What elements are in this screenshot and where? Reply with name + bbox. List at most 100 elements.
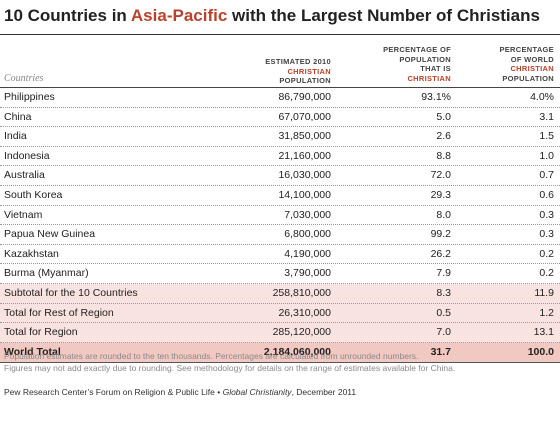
header-percent-line4: CHRISTIAN bbox=[407, 73, 451, 83]
cell-percent-world: 1.2 bbox=[539, 306, 554, 319]
cell-population: 21,160,000 bbox=[278, 149, 331, 162]
cell-percent-christian: 29.3 bbox=[430, 188, 451, 201]
cell-percent-christian: 5.0 bbox=[436, 110, 451, 123]
header-world-line1: PERCENTAGE bbox=[499, 45, 554, 54]
cell-population: 2,184,060,000 bbox=[263, 345, 331, 358]
cell-country: Papua New Guinea bbox=[4, 228, 96, 241]
cell-country: Australia bbox=[4, 169, 45, 182]
cell-country: China bbox=[4, 110, 32, 123]
cell-percent-world: 0.3 bbox=[539, 228, 554, 241]
cell-country: India bbox=[4, 130, 27, 143]
cell-percent-christian: 26.2 bbox=[430, 247, 451, 260]
table-row: India 31,850,000 2.6 1.5 bbox=[0, 127, 560, 147]
cell-country: Vietnam bbox=[4, 208, 43, 221]
header-world-line3: CHRISTIAN bbox=[510, 64, 554, 73]
header-percent-line3: THAT IS bbox=[420, 64, 451, 73]
source-org: Pew Research Center’s Forum on Religion … bbox=[4, 387, 223, 397]
table-row: Australia 16,030,000 72.0 0.7 bbox=[0, 166, 560, 186]
table-row: China 67,070,000 5.0 3.1 bbox=[0, 108, 560, 128]
cell-population: 26,310,000 bbox=[278, 306, 331, 319]
table-row: Kazakhstan 4,190,000 26.2 0.2 bbox=[0, 245, 560, 265]
cell-percent-christian: 0.5 bbox=[436, 306, 451, 319]
cell-percent-christian: 8.8 bbox=[436, 149, 451, 162]
table-row: Indonesia 21,160,000 8.8 1.0 bbox=[0, 147, 560, 167]
source-report: Global Christianity bbox=[222, 387, 292, 397]
cell-percent-christian: 7.9 bbox=[436, 267, 451, 280]
cell-percent-world: 0.2 bbox=[539, 267, 554, 280]
header-population-line3: POPULATION bbox=[279, 76, 331, 85]
table-row: Burma (Myanmar) 3,790,000 7.9 0.2 bbox=[0, 264, 560, 284]
table-row: South Korea 14,100,000 29.3 0.6 bbox=[0, 186, 560, 206]
header-world-line4: POPULATION bbox=[502, 73, 554, 83]
cell-percent-world: 0.6 bbox=[539, 188, 554, 201]
cell-population: 258,810,000 bbox=[272, 286, 331, 299]
table-row: Papua New Guinea 6,800,000 99.2 0.3 bbox=[0, 225, 560, 245]
cell-country: Subtotal for the 10 Countries bbox=[4, 286, 138, 299]
header-population-line1: ESTIMATED 2010 bbox=[265, 57, 331, 66]
header-world-line2: OF WORLD bbox=[510, 54, 554, 64]
table-body: Philippines 86,790,000 93.1% 4.0% China 67,07… bbox=[0, 88, 560, 363]
cell-percent-christian: 99.2 bbox=[430, 228, 451, 241]
cell-percent-world: 100.0 bbox=[527, 345, 554, 358]
header-countries: Countries bbox=[4, 73, 44, 84]
cell-country: Burma (Myanmar) bbox=[4, 267, 89, 280]
cell-population: 67,070,000 bbox=[278, 110, 331, 123]
cell-country: Indonesia bbox=[4, 149, 50, 162]
table-row: Philippines 86,790,000 93.1% 4.0% bbox=[0, 88, 560, 108]
subtotal-row: Total for Region 285,120,000 7.0 13.1 bbox=[0, 323, 560, 343]
cell-percent-christian: 8.3 bbox=[436, 286, 451, 299]
header-population-line2: CHRISTIAN bbox=[287, 66, 331, 76]
cell-country: Total for Region bbox=[4, 326, 78, 339]
cell-country: Total for Rest of Region bbox=[4, 306, 114, 319]
header-percent-world: PERCENTAGE OF WORLD CHRISTIAN POPULATION bbox=[499, 45, 554, 83]
cell-population: 3,790,000 bbox=[284, 267, 331, 280]
cell-population: 4,190,000 bbox=[284, 247, 331, 260]
cell-population: 31,850,000 bbox=[278, 130, 331, 143]
cell-percent-christian: 31.7 bbox=[430, 345, 451, 358]
footnotes: Population estimates are rounded to the … bbox=[4, 350, 556, 374]
world-total-row: World Total 2,184,060,000 31.7 100.0 bbox=[0, 342, 560, 363]
cell-percent-christian: 2.6 bbox=[436, 130, 451, 143]
title-divider bbox=[0, 34, 560, 35]
cell-percent-world: 1.0 bbox=[539, 149, 554, 162]
header-divider bbox=[0, 87, 560, 88]
cell-population: 285,120,000 bbox=[272, 326, 331, 339]
title-suffix: with the Largest Number of Christians bbox=[227, 6, 540, 25]
cell-population: 6,800,000 bbox=[284, 228, 331, 241]
cell-population: 86,790,000 bbox=[278, 91, 331, 103]
cell-country: World Total bbox=[4, 345, 61, 358]
header-population: ESTIMATED 2010 CHRISTIAN POPULATION bbox=[265, 57, 331, 86]
cell-percent-world: 0.3 bbox=[539, 208, 554, 221]
cell-country: Kazakhstan bbox=[4, 247, 59, 260]
title-prefix: 10 Countries in bbox=[4, 6, 131, 25]
header-percent-line1: PERCENTAGE OF bbox=[383, 45, 451, 54]
cell-country: South Korea bbox=[4, 188, 63, 201]
cell-percent-world: 4.0% bbox=[530, 91, 554, 103]
cell-percent-world: 1.5 bbox=[539, 130, 554, 143]
cell-percent-world: 13.1 bbox=[533, 326, 554, 339]
subtotal-row: Subtotal for the 10 Countries 258,810,000… bbox=[0, 283, 560, 304]
header-percent-christian: PERCENTAGE OF POPULATION THAT IS CHRISTI… bbox=[383, 45, 451, 83]
source-date: , December 2011 bbox=[291, 387, 357, 397]
cell-percent-world: 0.2 bbox=[539, 247, 554, 260]
cell-country: Philippines bbox=[4, 91, 55, 103]
source-credit: Pew Research Center’s Forum on Religion … bbox=[4, 387, 356, 397]
cell-population: 14,100,000 bbox=[278, 188, 331, 201]
cell-percent-world: 0.7 bbox=[539, 169, 554, 182]
cell-percent-world: 11.9 bbox=[534, 286, 554, 299]
cell-percent-christian: 72.0 bbox=[430, 169, 451, 182]
cell-percent-christian: 93.1% bbox=[421, 91, 451, 103]
cell-percent-world: 3.1 bbox=[539, 110, 554, 123]
cell-population: 16,030,000 bbox=[278, 169, 331, 182]
subtotal-row: Total for Rest of Region 26,310,000 0.5 1.2 bbox=[0, 303, 560, 324]
cell-population: 7,030,000 bbox=[284, 208, 331, 221]
cell-percent-christian: 8.0 bbox=[436, 208, 451, 221]
page-title: 10 Countries in Asia-Pacific with the La… bbox=[4, 6, 556, 26]
table-row: Vietnam 7,030,000 8.0 0.3 bbox=[0, 206, 560, 226]
title-highlight: Asia-Pacific bbox=[130, 6, 228, 25]
header-percent-line2: POPULATION bbox=[399, 54, 451, 64]
footnote-1: Population estimates are rounded to the … bbox=[4, 351, 419, 361]
cell-percent-christian: 7.0 bbox=[436, 326, 451, 339]
footnote-2: Figures may not add exactly due to round… bbox=[4, 363, 456, 373]
